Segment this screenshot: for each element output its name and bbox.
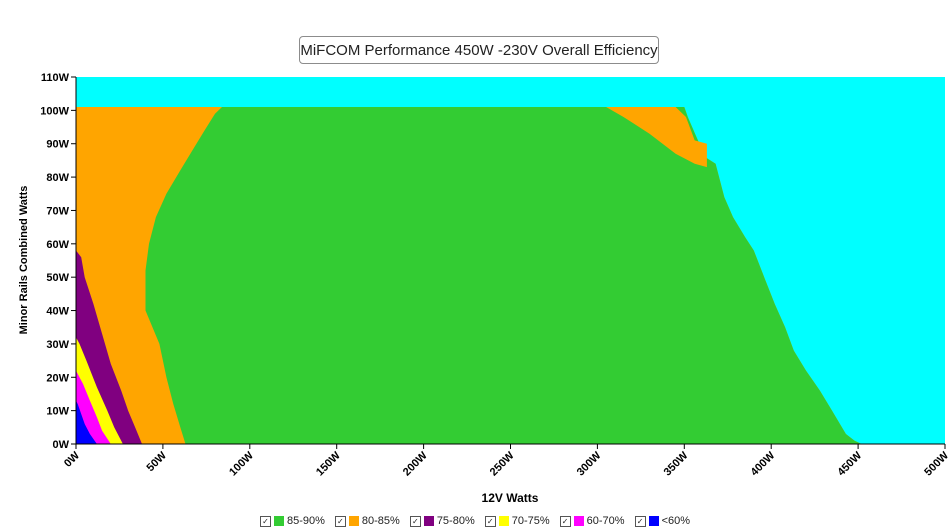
legend-swatch <box>273 516 284 526</box>
x-tick-label: 500W <box>922 449 950 478</box>
y-axis-label: Minor Rails Combined Watts <box>18 186 30 335</box>
legend-swatch <box>423 516 434 526</box>
legend-label: <60% <box>661 515 691 527</box>
legend-label: 85-90% <box>286 515 325 527</box>
legend: ✓ 85-90% ✓ 80-85% ✓ 75-80% ✓ 70-75% ✓ 60-70% ✓ <60% <box>0 513 950 529</box>
x-tick-label: 250W <box>488 449 517 478</box>
legend-label: 80-85% <box>361 515 400 527</box>
x-axis-label: 12V Watts <box>482 491 539 505</box>
y-tick-label: 70W <box>46 205 69 217</box>
region-below-60 <box>76 400 97 444</box>
y-tick-label: 40W <box>46 306 69 318</box>
x-tick-label: 300W <box>575 449 604 478</box>
legend-swatch <box>648 516 659 526</box>
legend-checkbox[interactable]: ✓ <box>559 515 571 527</box>
x-tick-label: 450W <box>835 449 864 478</box>
chart-title: MiFCOM Performance 450W -230V Overall Ef… <box>299 36 659 64</box>
y-tick-label: 80W <box>46 172 69 184</box>
y-tick-label: 30W <box>46 339 69 351</box>
x-tick-label: 350W <box>662 449 691 478</box>
y-tick-label: 50W <box>46 272 69 284</box>
region-80-85-upper-right <box>602 107 707 168</box>
y-tick-label: 0W <box>53 439 70 451</box>
y-tick-label: 100W <box>40 105 69 117</box>
y-tick-label: 10W <box>46 406 69 418</box>
legend-swatch <box>348 516 359 526</box>
legend-checkbox[interactable]: ✓ <box>634 515 646 527</box>
legend-item[interactable]: ✓ 85-90% <box>259 515 325 527</box>
x-tick-label: 100W <box>227 449 256 478</box>
legend-checkbox[interactable]: ✓ <box>334 515 346 527</box>
region-85-90 <box>145 107 862 444</box>
x-tick-label: 200W <box>401 449 430 478</box>
legend-item[interactable]: ✓ <60% <box>634 515 691 527</box>
plot-area <box>76 77 945 444</box>
legend-item[interactable]: ✓ 70-75% <box>484 515 550 527</box>
y-tick-label: 20W <box>46 372 69 384</box>
legend-label: 70-75% <box>511 515 550 527</box>
x-tick-label: 150W <box>314 449 343 478</box>
legend-item[interactable]: ✓ 75-80% <box>409 515 475 527</box>
legend-item[interactable]: ✓ 60-70% <box>559 515 625 527</box>
x-tick-label: 0W <box>62 449 83 470</box>
legend-checkbox[interactable]: ✓ <box>409 515 421 527</box>
y-tick-label: 110W <box>41 72 70 84</box>
y-tick-label: 90W <box>46 139 69 151</box>
legend-swatch <box>573 516 584 526</box>
legend-swatch <box>498 516 509 526</box>
legend-checkbox[interactable]: ✓ <box>259 515 271 527</box>
x-tick-label: 50W <box>145 449 170 474</box>
x-tick-label: 400W <box>749 449 778 478</box>
legend-item[interactable]: ✓ 80-85% <box>334 515 400 527</box>
y-tick-label: 60W <box>46 239 69 251</box>
legend-label: 75-80% <box>436 515 475 527</box>
legend-label: 60-70% <box>586 515 625 527</box>
legend-checkbox[interactable]: ✓ <box>484 515 496 527</box>
